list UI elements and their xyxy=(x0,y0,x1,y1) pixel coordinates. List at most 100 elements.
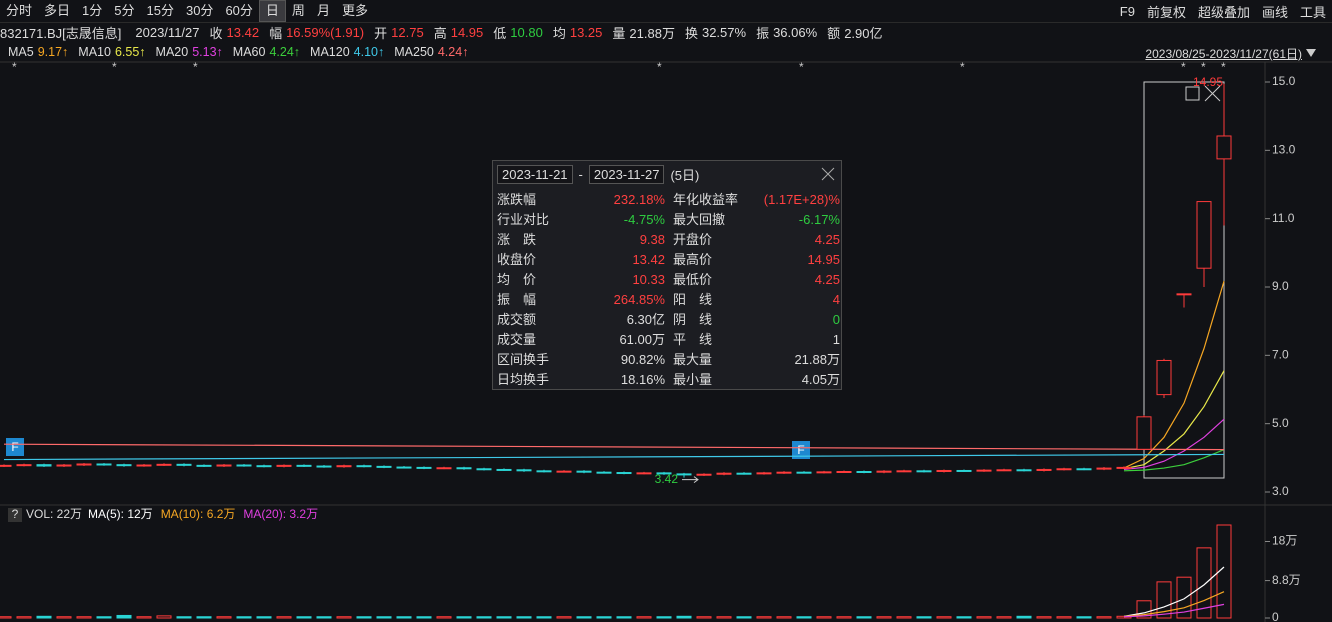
ma-line xyxy=(1123,449,1225,472)
candle-body xyxy=(1156,359,1172,396)
legend-name[interactable]: MA120 xyxy=(310,45,350,59)
y-tick-label: 5.0 xyxy=(1272,416,1289,430)
volume-bar xyxy=(936,616,952,619)
legend-value: 4.10↑ xyxy=(353,45,385,59)
volume-bar xyxy=(476,616,492,619)
volume-bar xyxy=(116,614,132,619)
candle-body xyxy=(196,464,212,467)
y-tick-label: 11.0 xyxy=(1272,211,1295,225)
legend-name[interactable]: MA10 xyxy=(78,45,111,59)
period-button[interactable]: 日 xyxy=(258,0,286,22)
candle-body xyxy=(556,470,572,473)
candle-body xyxy=(856,471,872,473)
period-button[interactable]: 多日 xyxy=(44,3,71,18)
volume-bar xyxy=(1156,581,1172,619)
marker-text: F xyxy=(11,440,18,454)
stats-label: 平 线 xyxy=(673,332,713,347)
close-icon[interactable] xyxy=(1204,85,1221,102)
period-button[interactable]: 1分 xyxy=(82,3,103,18)
y-tick-label: 8.8万 xyxy=(1272,573,1301,587)
stats-row: 日均换手 18.16% 最小量 4.05万 xyxy=(497,370,840,390)
stats-row: 均 价 10.33 最低价 4.25 xyxy=(497,270,840,290)
volume-bar xyxy=(496,616,512,619)
volume-bar xyxy=(636,616,652,619)
quote-label: 幅 xyxy=(269,25,283,41)
stats-label: 年化收益率 xyxy=(673,192,739,207)
volume-bar xyxy=(196,616,212,619)
candle-body xyxy=(716,472,732,475)
quote-value: 21.88万 xyxy=(629,25,675,41)
legend-name[interactable]: MA5 xyxy=(8,45,34,59)
volume-bar xyxy=(1196,547,1212,619)
stats-label: 最大回撤 xyxy=(673,212,726,227)
quote-value: 13.42 xyxy=(226,24,260,40)
candle-body xyxy=(456,467,472,470)
end-date[interactable]: 2023-11-27 xyxy=(588,164,665,184)
volume-bar xyxy=(236,616,252,619)
help-icon[interactable] xyxy=(8,508,22,522)
popup-close[interactable] xyxy=(821,167,835,181)
candle-body xyxy=(1056,468,1072,471)
stats-label: 最小量 xyxy=(673,372,713,387)
candle-body xyxy=(1176,293,1192,296)
marker-badge[interactable] xyxy=(792,441,810,459)
period-button[interactable]: 30分 xyxy=(185,3,214,18)
tool-button[interactable]: 画线 xyxy=(1261,4,1288,20)
legend-name[interactable]: MA20 xyxy=(155,45,189,59)
stats-value: 21.88万 xyxy=(794,352,840,367)
period-button[interactable]: 更多 xyxy=(341,3,368,18)
marker-badge[interactable] xyxy=(6,438,24,456)
tool-button[interactable]: 工具 xyxy=(1299,4,1326,20)
period-button[interactable]: 5分 xyxy=(114,3,135,18)
stats-label: 行业对比 xyxy=(497,212,550,227)
candle-body xyxy=(56,464,72,467)
quote-label: 低 xyxy=(493,25,507,41)
legend-name[interactable]: MA60 xyxy=(232,45,266,59)
legend-name[interactable]: MA250 xyxy=(394,45,434,59)
period-button[interactable]: 15分 xyxy=(146,3,174,18)
period-button[interactable]: 月 xyxy=(316,3,330,18)
volume-bar xyxy=(76,616,92,619)
volume-bar xyxy=(796,616,812,619)
candle-body xyxy=(976,469,992,472)
candle-body xyxy=(416,466,432,469)
legend-value: 4.24↑ xyxy=(269,45,301,59)
date-sep: - xyxy=(578,166,583,182)
candle-body xyxy=(316,465,332,468)
volume-bar xyxy=(956,616,972,619)
start-date[interactable]: 2023-11-21 xyxy=(497,164,573,184)
volume-bar xyxy=(616,616,632,619)
candle-body xyxy=(176,463,192,466)
y-tick-label: 13.0 xyxy=(1272,143,1296,157)
stats-value: 264.85% xyxy=(613,292,665,307)
candle-body xyxy=(36,464,52,467)
period-button[interactable]: 60分 xyxy=(225,3,253,18)
stats-row: 成交量 61.00万平 线 1 xyxy=(497,330,840,350)
stats-value: 4.05万 xyxy=(801,372,840,387)
volume-bar xyxy=(676,615,692,619)
tool-button[interactable]: 前复权 xyxy=(1146,4,1186,20)
volume-bar xyxy=(1176,576,1192,619)
candle-body xyxy=(396,466,412,469)
period-button[interactable]: 周 xyxy=(291,3,305,18)
stats-row: 涨跌幅 232.18% 年化收益率 (1.17E+28)% xyxy=(497,190,840,210)
toolbar-right: F9 前复权 超级叠加 画线 工具 xyxy=(1114,0,1332,22)
svg-text:*: * xyxy=(1221,60,1226,74)
volume-bar xyxy=(456,616,472,619)
selection-box[interactable] xyxy=(1143,81,1225,479)
stats-label: 最大量 xyxy=(673,352,713,367)
period-button[interactable]: 分时 xyxy=(6,3,33,18)
range-label[interactable]: 2023/08/25-2023/11/27(61日) xyxy=(1145,47,1302,61)
tool-button[interactable]: 超级叠加 xyxy=(1197,4,1250,20)
candle-body xyxy=(376,465,392,468)
legend-value: 4.24↑ xyxy=(437,45,469,59)
maximize-icon[interactable] xyxy=(1185,86,1200,101)
stats-label: 振 幅 xyxy=(497,292,537,307)
dropdown-icon[interactable] xyxy=(1306,49,1316,57)
svg-text:*: * xyxy=(1181,60,1186,74)
tool-button[interactable]: F9 xyxy=(1119,3,1135,19)
candle-body xyxy=(736,472,752,475)
volume-legend: MA(10): 6.2万 xyxy=(161,507,236,521)
svg-text:*: * xyxy=(1201,60,1206,74)
